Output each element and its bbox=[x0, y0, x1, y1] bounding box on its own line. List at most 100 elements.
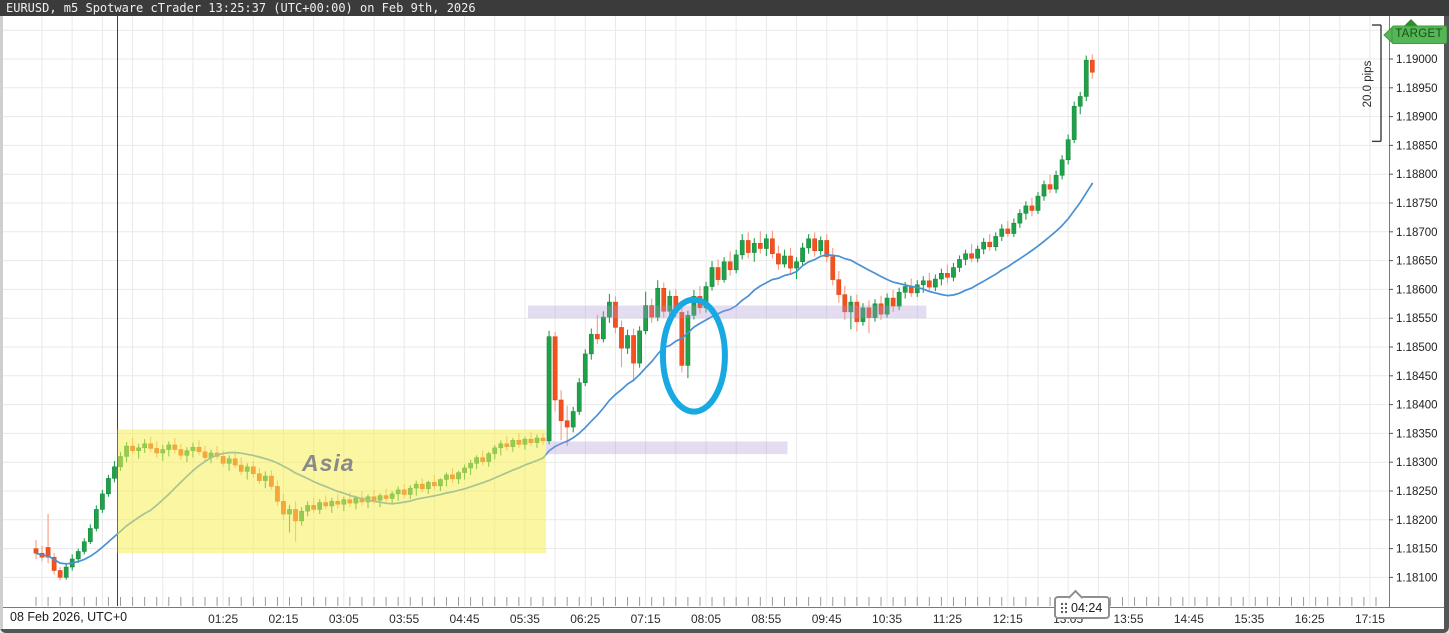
highlight-ellipse[interactable] bbox=[659, 296, 728, 415]
candle-body bbox=[902, 286, 908, 293]
candle-body bbox=[613, 301, 618, 328]
candle-body bbox=[594, 334, 600, 340]
window-edge-right[interactable] bbox=[1444, 16, 1449, 633]
candle-body bbox=[94, 509, 99, 529]
candle-body bbox=[920, 280, 926, 286]
candle-body bbox=[637, 330, 642, 364]
time-tick-label: 01:25 bbox=[208, 612, 238, 626]
candle-body bbox=[63, 566, 69, 578]
candle-body bbox=[106, 478, 111, 495]
candle-body bbox=[601, 316, 606, 340]
candle-body bbox=[643, 305, 648, 332]
price-tick-label: 1.18500 bbox=[1396, 342, 1438, 354]
time-tick-label: 02:15 bbox=[268, 612, 298, 626]
countdown-label: 04:24 bbox=[1071, 600, 1103, 615]
drawing-zones[interactable] bbox=[117, 305, 927, 554]
target-price-badge[interactable]: TARGET bbox=[1383, 18, 1447, 44]
candle-body bbox=[57, 570, 63, 578]
candle-body bbox=[45, 547, 51, 558]
drag-handle-icon bbox=[1060, 602, 1068, 613]
time-tick-label: 05:35 bbox=[510, 612, 540, 626]
window-edge-bottom[interactable] bbox=[0, 629, 1449, 633]
price-tick-label: 1.18150 bbox=[1396, 544, 1438, 556]
candle-body bbox=[999, 228, 1005, 237]
candle-body bbox=[1017, 213, 1023, 224]
candle-body bbox=[866, 307, 872, 318]
candle-body bbox=[939, 273, 944, 280]
candle-body bbox=[691, 296, 697, 316]
candle-body bbox=[1005, 228, 1011, 234]
candle-body bbox=[745, 240, 751, 253]
window-titlebar: EURUSD, m5 Spotware cTrader 13:25:37 (UT… bbox=[0, 0, 1449, 16]
candle-body bbox=[1083, 59, 1089, 97]
price-tick-label: 1.18200 bbox=[1396, 515, 1438, 527]
candle-body bbox=[1071, 105, 1077, 140]
price-tick-label: 1.18350 bbox=[1396, 428, 1438, 440]
candle-body bbox=[963, 253, 968, 260]
asia-zone-label[interactable]: Asia bbox=[302, 450, 355, 476]
candle-body bbox=[607, 301, 612, 318]
candle-body bbox=[770, 238, 775, 254]
time-tick-label: 07:15 bbox=[631, 612, 661, 626]
candle-body bbox=[625, 335, 630, 349]
price-tick-label: 1.18250 bbox=[1396, 486, 1438, 498]
pips-measure-label: 20.0 pips bbox=[1362, 60, 1374, 108]
candle-body bbox=[848, 301, 854, 313]
price-tick-label: 1.18900 bbox=[1396, 112, 1438, 124]
time-tick-label: 15:35 bbox=[1234, 612, 1264, 626]
candle-body bbox=[1035, 195, 1041, 211]
price-tick-label: 1.18400 bbox=[1396, 400, 1438, 412]
target-badge-label: TARGET bbox=[1395, 28, 1443, 40]
candle-body bbox=[812, 238, 817, 252]
candle-body bbox=[842, 294, 848, 313]
candle-body bbox=[860, 307, 866, 322]
candle-body bbox=[558, 399, 564, 421]
candle-body bbox=[1059, 159, 1065, 176]
candle-body bbox=[872, 303, 878, 318]
price-tick-label: 1.18450 bbox=[1396, 371, 1438, 383]
candle-body bbox=[878, 303, 884, 315]
candle-body bbox=[1029, 205, 1035, 211]
time-tick-label: 16:25 bbox=[1295, 612, 1325, 626]
candle-body bbox=[709, 267, 715, 287]
candle-body bbox=[908, 286, 914, 294]
candle-body bbox=[582, 353, 588, 383]
time-tick-label: 03:55 bbox=[389, 612, 419, 626]
candle-body bbox=[794, 261, 799, 269]
price-tick-label: 1.18800 bbox=[1396, 169, 1438, 181]
candle-body bbox=[715, 267, 721, 280]
price-tick-label: 1.18300 bbox=[1396, 457, 1438, 469]
candle-body bbox=[619, 327, 624, 349]
time-axis[interactable]: 01:25 02:15 03:05 03:55 04:45 05:35 06:25 07:15… bbox=[208, 612, 1385, 626]
candle-body bbox=[981, 241, 987, 250]
price-tick-label: 1.18700 bbox=[1396, 227, 1438, 239]
time-tick-label: 08:55 bbox=[751, 612, 781, 626]
candle-body bbox=[969, 253, 974, 259]
candle-body bbox=[733, 254, 739, 271]
candle-body bbox=[1077, 96, 1083, 107]
candle-body bbox=[788, 255, 793, 269]
asia-session-zone[interactable] bbox=[117, 429, 547, 554]
candle-body bbox=[588, 334, 594, 355]
time-tick-label: 06:25 bbox=[570, 612, 600, 626]
time-tick-label: 03:05 bbox=[329, 612, 359, 626]
price-tick-label: 1.18950 bbox=[1396, 83, 1438, 95]
candle-body bbox=[546, 336, 552, 442]
upper-supply-zone[interactable] bbox=[527, 305, 927, 319]
candle-body bbox=[51, 556, 57, 571]
time-tick-label: 04:45 bbox=[450, 612, 480, 626]
price-tick-label: 1.18600 bbox=[1396, 284, 1438, 296]
candle-body bbox=[649, 305, 655, 318]
price-axis[interactable]: 1.19000 1.18950 1.18900 1.18850 1.18800 1.187… bbox=[1389, 54, 1438, 584]
lower-demand-zone[interactable] bbox=[546, 441, 788, 455]
candle-body bbox=[655, 287, 661, 318]
candle-body bbox=[721, 261, 727, 280]
candle-body bbox=[112, 466, 117, 479]
candle-body bbox=[1023, 205, 1029, 214]
candle-body bbox=[703, 286, 709, 309]
candle-body bbox=[87, 528, 93, 542]
candle-countdown-bubble[interactable]: 04:24 bbox=[1054, 589, 1111, 619]
candle-body bbox=[100, 493, 105, 510]
